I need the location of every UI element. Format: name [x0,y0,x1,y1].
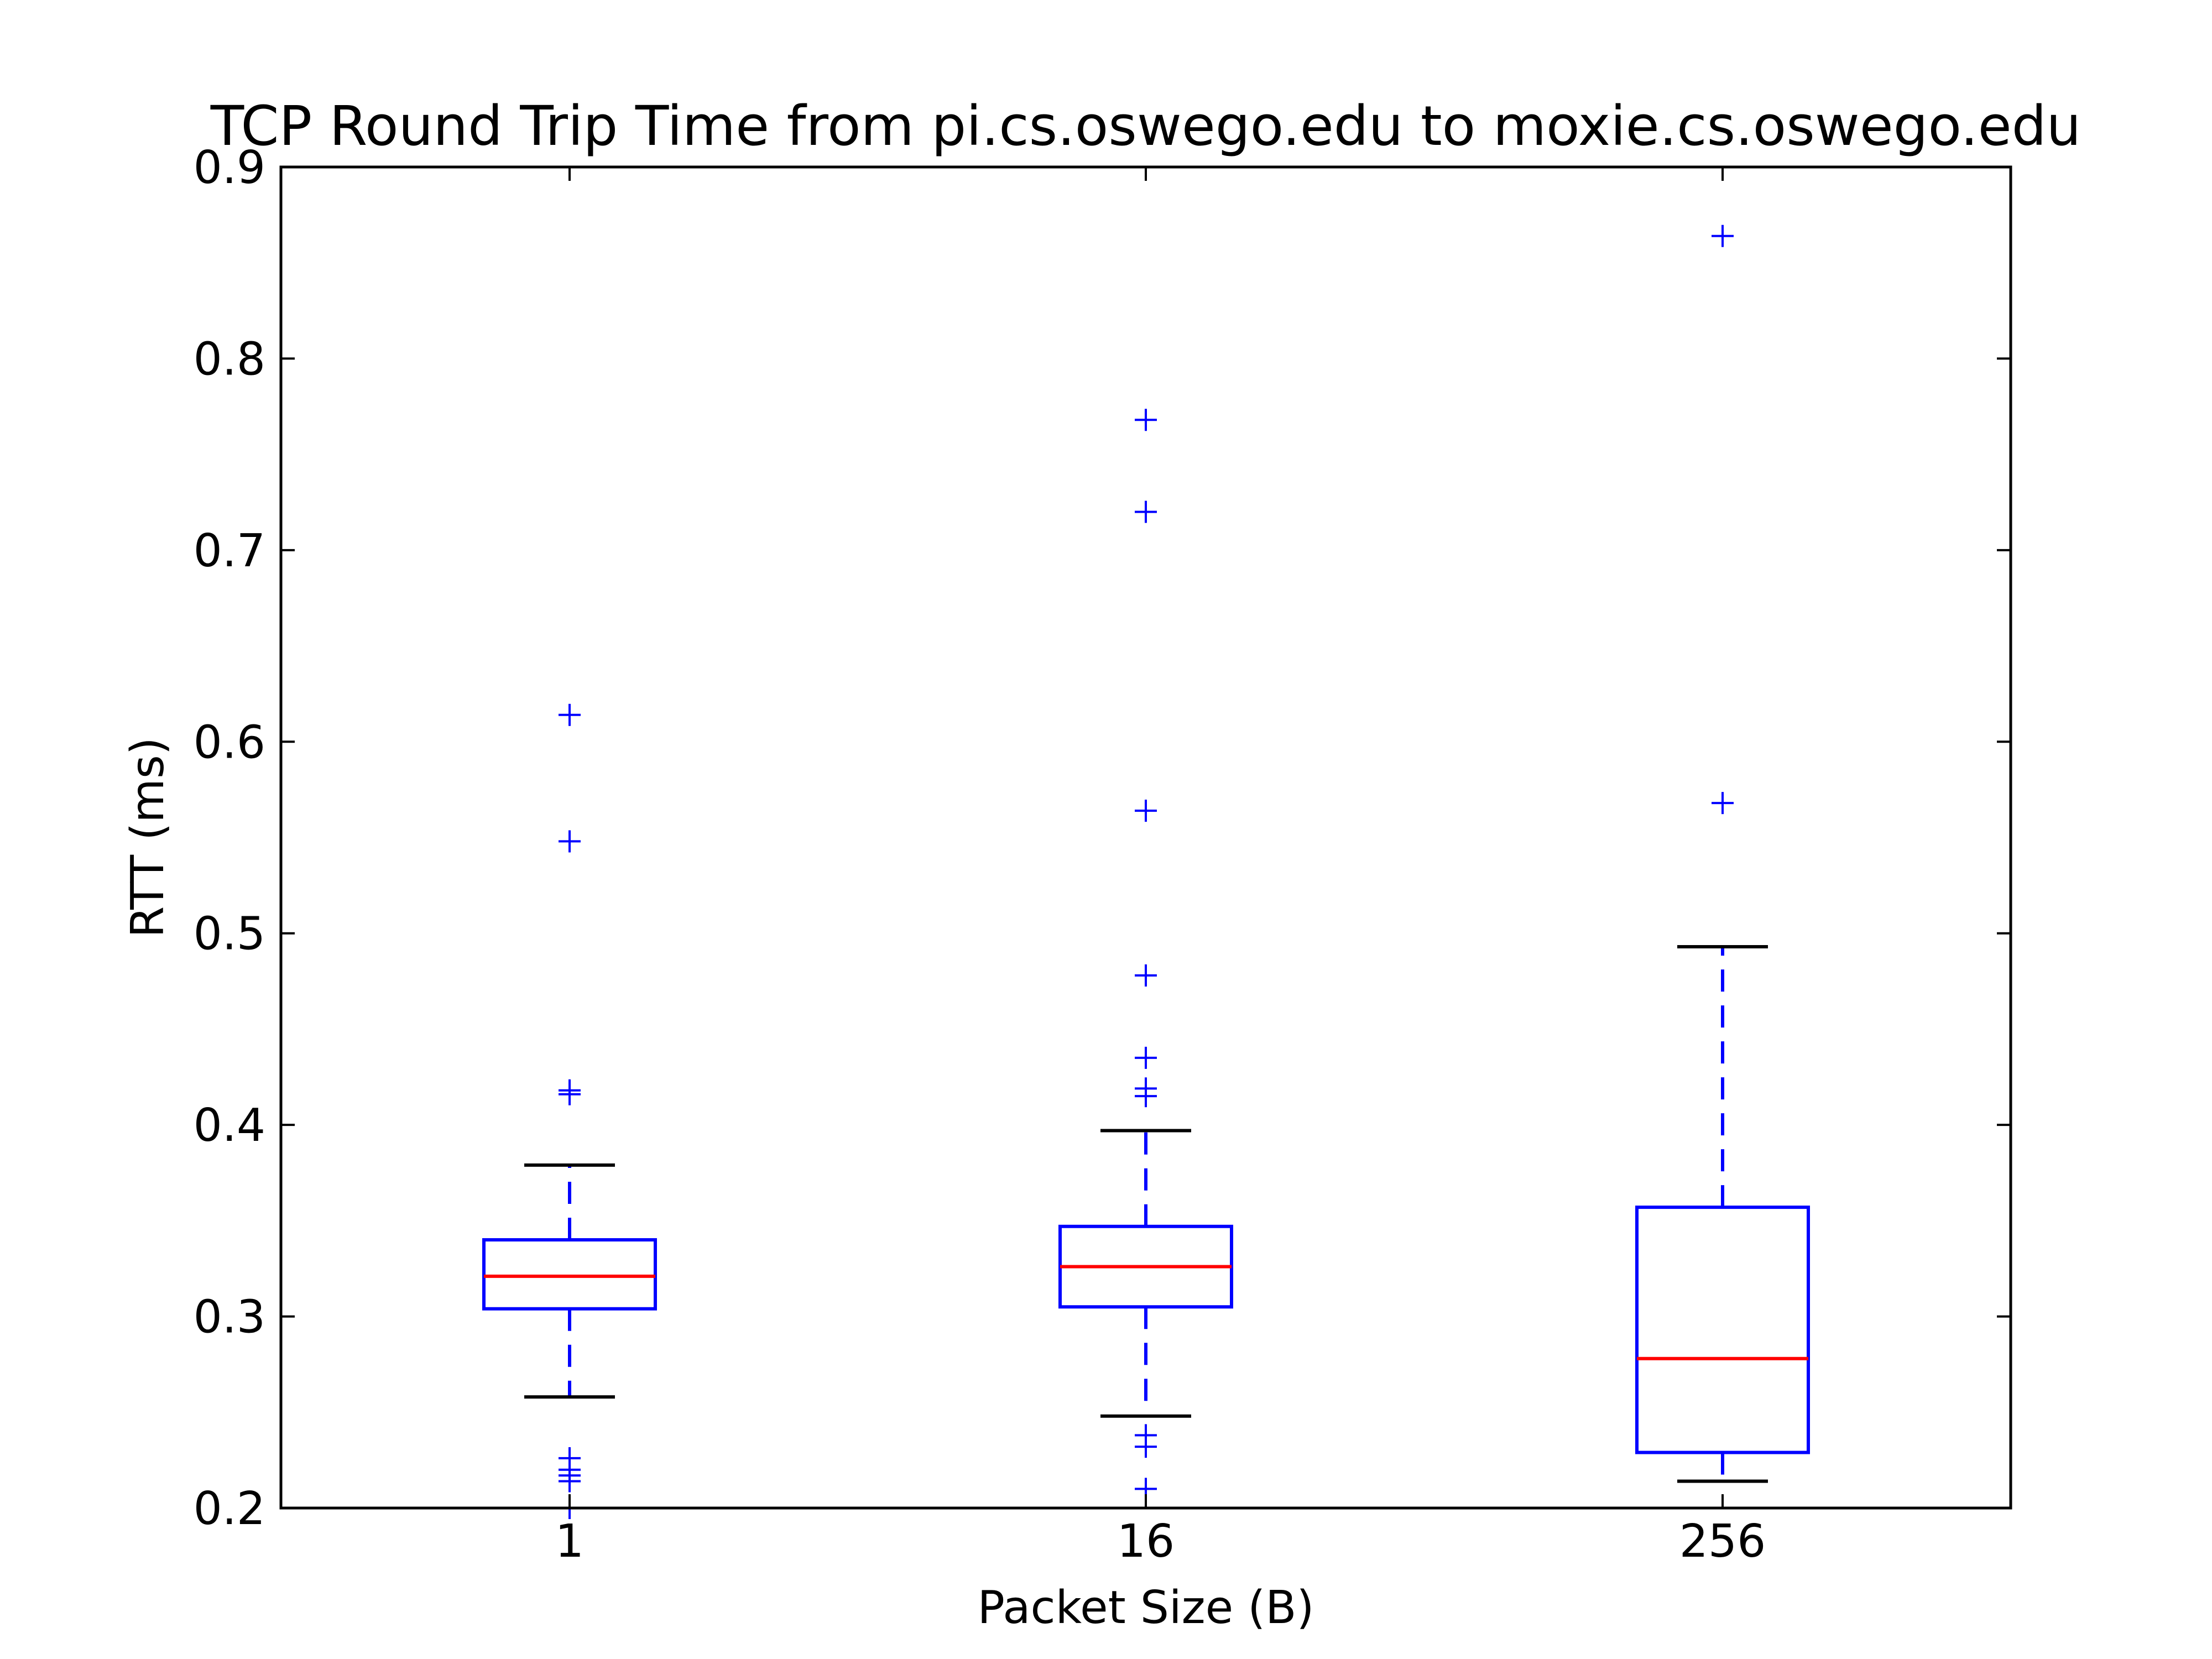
outlier-point [559,1083,581,1105]
y-tick-label: 0.9 [194,142,265,194]
outlier-point [1135,1436,1157,1458]
x-axis-label: Packet Size (B) [978,1582,1314,1634]
box-group-256 [1635,225,1810,1483]
outlier-point [1135,1046,1157,1069]
y-tick-label: 0.5 [194,908,265,961]
iqr-box [482,1238,657,1311]
x-tick-label: 1 [555,1515,584,1568]
y-tick-label: 0.6 [194,716,265,769]
chart-title: TCP Round Trip Time from pi.cs.oswego.ed… [210,95,2081,158]
axis-ticks: 0.2 0.3 0.4 0.5 0.6 0.7 0.8 0.9 1 16 256 [194,142,2011,1568]
y-tick-label: 0.7 [194,525,265,577]
outlier-point [1712,225,1734,247]
y-tick-label: 0.4 [194,1099,265,1152]
outlier-point [1135,964,1157,987]
y-axis-label: RTT (ms) [122,737,174,937]
x-tick-label: 256 [1679,1515,1766,1568]
outlier-point [559,703,581,726]
y-tick-label: 0.2 [194,1483,265,1535]
outlier-point [1135,800,1157,822]
iqr-box [1635,1206,1810,1454]
outlier-point [1135,409,1157,431]
outlier-point [1135,1085,1157,1108]
y-tick-label: 0.8 [194,333,265,385]
outlier-point [559,1470,581,1493]
outlier-point [1712,792,1734,815]
x-tick-label: 16 [1117,1515,1175,1568]
outlier-point [559,830,581,853]
outlier-point [1135,500,1157,523]
y-tick-label: 0.3 [194,1291,265,1344]
box-group-16 [1058,409,1233,1500]
